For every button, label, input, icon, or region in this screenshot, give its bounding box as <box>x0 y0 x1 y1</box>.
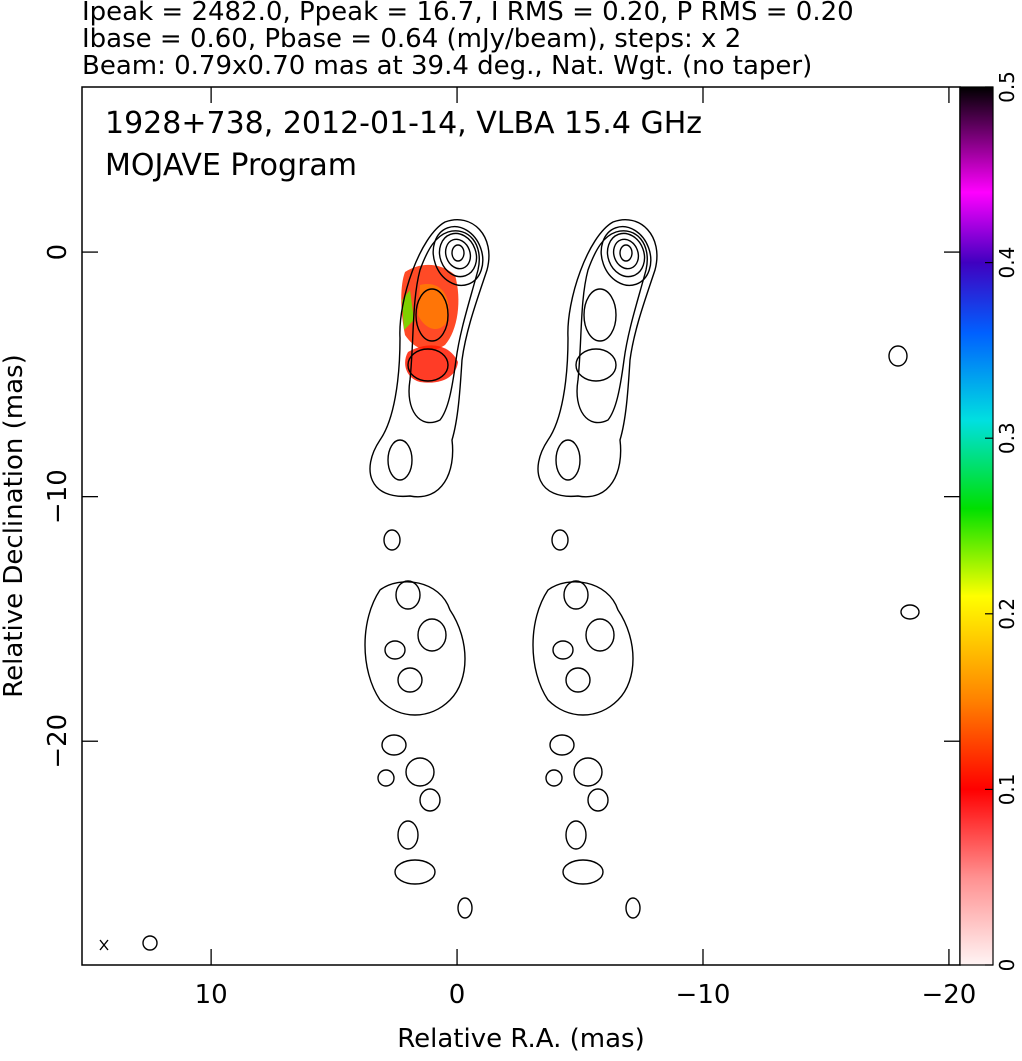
x-axis-label: Relative R.A. (mas) <box>397 1024 644 1054</box>
x-tick-label: −10 <box>676 980 731 1010</box>
plot-frame <box>81 86 961 966</box>
header-line: Ipeak = 2482.0, Ppeak = 16.7, I RMS = 0.… <box>82 0 854 27</box>
colorbar-tick-label: 0.4 <box>995 247 1019 279</box>
x-tick-label: 10 <box>195 980 228 1010</box>
polarization-patch <box>402 290 414 330</box>
colorbar-tick-label: 0 <box>995 959 1019 972</box>
y-tick-label: −10 <box>43 469 73 524</box>
header-line: Ibase = 0.60, Pbase = 0.64 (mJy/beam), s… <box>82 24 741 54</box>
plot-title: 1928+738, 2012-01-14, VLBA 15.4 GHz <box>105 106 702 141</box>
y-tick-label: 0 <box>43 244 73 261</box>
x-tick-label: −20 <box>921 980 976 1010</box>
plot-subtitle: MOJAVE Program <box>105 148 357 183</box>
contour <box>888 345 908 367</box>
y-tick-label: −20 <box>43 714 73 769</box>
y-axis-label: Relative Declination (mas) <box>0 354 29 697</box>
colorbar-tick-label: 0.2 <box>995 598 1019 630</box>
colorbar-tick-label: 0.5 <box>995 71 1019 103</box>
contour <box>900 604 920 620</box>
colorbar-tick-label: 0.1 <box>995 773 1019 805</box>
x-tick-label: 0 <box>449 980 466 1010</box>
header-line: Beam: 0.79x0.70 mas at 39.4 deg., Nat. W… <box>82 51 812 81</box>
colorbar <box>959 86 994 966</box>
contour <box>142 935 158 951</box>
colorbar-tick-label: 0.3 <box>995 422 1019 454</box>
beam-marker <box>99 939 109 951</box>
polarization-patch <box>418 284 449 330</box>
